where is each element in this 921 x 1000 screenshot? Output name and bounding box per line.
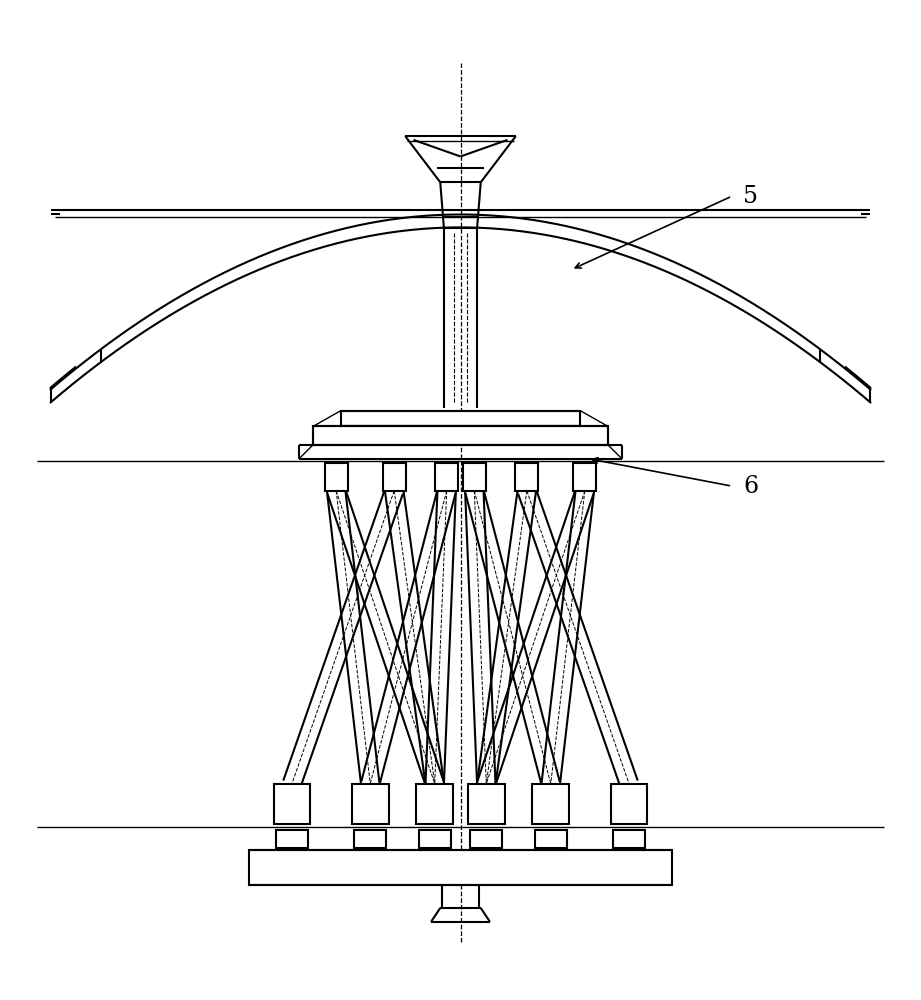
Bar bbox=[354, 830, 387, 848]
Bar bbox=[573, 463, 597, 491]
Bar bbox=[276, 830, 308, 848]
Bar bbox=[274, 784, 310, 824]
Bar bbox=[463, 463, 486, 491]
Bar bbox=[471, 830, 503, 848]
Bar bbox=[611, 784, 647, 824]
Bar bbox=[534, 830, 567, 848]
Bar bbox=[435, 463, 459, 491]
Bar bbox=[416, 784, 453, 824]
Bar bbox=[341, 411, 580, 426]
Bar bbox=[532, 784, 569, 824]
Bar bbox=[468, 784, 505, 824]
Bar bbox=[613, 830, 646, 848]
Bar bbox=[352, 784, 389, 824]
Text: 5: 5 bbox=[743, 185, 758, 208]
Bar bbox=[418, 830, 450, 848]
Bar bbox=[249, 850, 672, 885]
Text: 6: 6 bbox=[743, 475, 758, 498]
Bar bbox=[313, 426, 608, 445]
Bar bbox=[516, 463, 538, 491]
Bar bbox=[324, 463, 348, 491]
Bar bbox=[383, 463, 405, 491]
